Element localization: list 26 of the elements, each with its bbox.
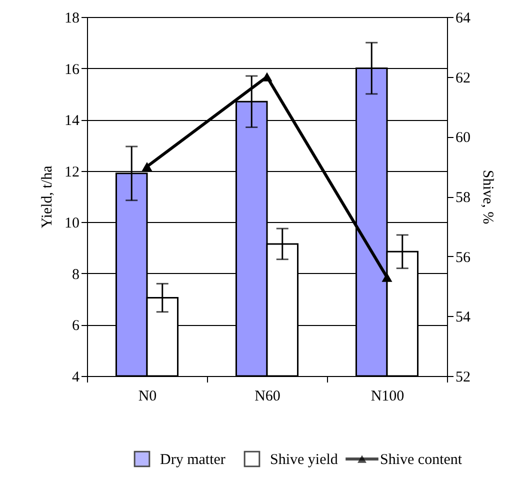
y2-tick-label: 56: [456, 250, 471, 266]
y2-tick-label: 54: [456, 310, 471, 326]
y-tick-label: 14: [64, 113, 80, 130]
x-tick-label: N60: [254, 388, 280, 404]
point: [262, 72, 272, 82]
x-tick-label: N0: [138, 388, 157, 404]
legend-label: Shive content: [380, 452, 463, 468]
legend-label: Shive yield: [270, 452, 338, 468]
y-tick-label: 10: [64, 216, 80, 232]
y-tick-label: 16: [64, 62, 80, 78]
point: [382, 272, 392, 282]
y2-axis-title: Shive, %: [480, 170, 496, 224]
y2-tick-label: 62: [456, 70, 470, 86]
point: [142, 162, 152, 172]
legend-label: Dry matter: [160, 452, 226, 468]
x-tick-label: N100: [370, 388, 404, 404]
y2-tick-label: 60: [456, 130, 470, 146]
y-tick-label: 12: [64, 164, 80, 180]
y-axis-title: Yield, t/ha: [40, 165, 56, 228]
y-tick-label: 8: [72, 266, 80, 283]
y-tick-label: 6: [72, 318, 80, 334]
y2-tick-label: 52: [456, 370, 470, 386]
y2-tick-label: 64: [456, 10, 471, 26]
y-tick-label: 4: [72, 370, 80, 386]
y-tick-label: 18: [64, 10, 80, 26]
y2-tick-label: 58: [456, 190, 470, 206]
